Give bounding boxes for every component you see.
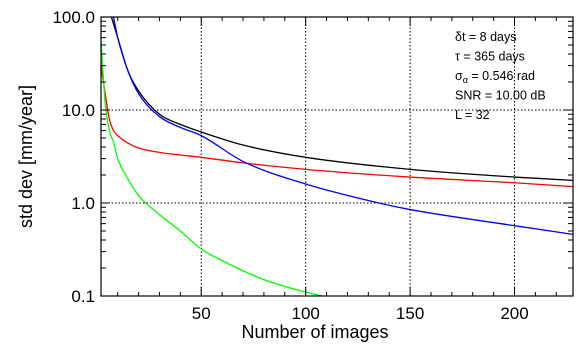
x-tick-label: 50	[192, 304, 211, 323]
y-tick-label: 0.1	[71, 287, 95, 306]
x-tick-label: 100	[291, 304, 319, 323]
annotation-dt: δt = 8 days	[455, 30, 517, 44]
annotation-L: L = 32	[455, 108, 490, 122]
plot-frame	[100, 16, 574, 297]
tick-labels: 50 100 150 200 0.1 1.0 10.0 100.0	[52, 8, 528, 323]
series-line-2	[101, 65, 573, 188]
annotation-tau: τ = 365 days	[455, 50, 525, 64]
y-tick-label: 10.0	[62, 101, 95, 120]
annotation-snr: SNR = 10.00 dB	[455, 89, 546, 103]
annotations: δt = 8 days τ = 365 days σα = 0.546 rad SNR…	[455, 30, 546, 122]
y-tick-label: 1.0	[71, 194, 95, 213]
x-axis-label: Number of images	[241, 322, 388, 342]
series-line-4	[101, 41, 323, 296]
y-tick-label: 100.0	[52, 8, 95, 27]
y-axis-label: std dev [mm/year]	[16, 85, 36, 228]
axis-ticks	[101, 17, 573, 297]
annotation-sigma: σα = 0.546 rad	[455, 69, 535, 85]
series-line-3	[112, 17, 573, 236]
x-tick-label: 200	[500, 304, 528, 323]
series-lines	[101, 17, 573, 296]
x-tick-label: 150	[396, 304, 424, 323]
